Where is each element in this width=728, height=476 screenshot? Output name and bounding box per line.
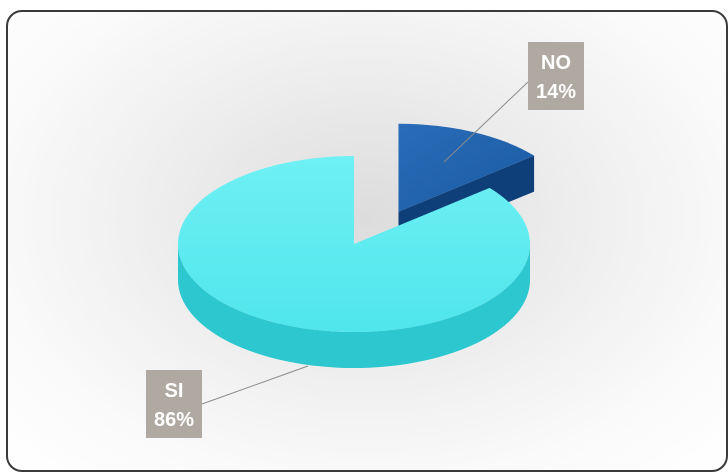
slice-si-side [178, 244, 530, 368]
pie-chart: NO 14% SI 86% [146, 42, 584, 438]
label-si-box [146, 370, 202, 438]
label-no-value: 14% [536, 81, 576, 103]
label-no: NO 14% [443, 42, 584, 163]
label-no-box [528, 42, 584, 110]
slice-no [398, 123, 535, 212]
chart-frame: NO 14% SI 86% [6, 10, 728, 472]
label-no-leader [443, 81, 529, 163]
label-si-category: SI [165, 380, 184, 402]
label-si: SI 86% [146, 365, 309, 438]
label-si-leader [201, 365, 309, 405]
label-si-value: 86% [154, 409, 194, 431]
slice-si [178, 156, 530, 332]
label-no-category: NO [541, 52, 571, 74]
